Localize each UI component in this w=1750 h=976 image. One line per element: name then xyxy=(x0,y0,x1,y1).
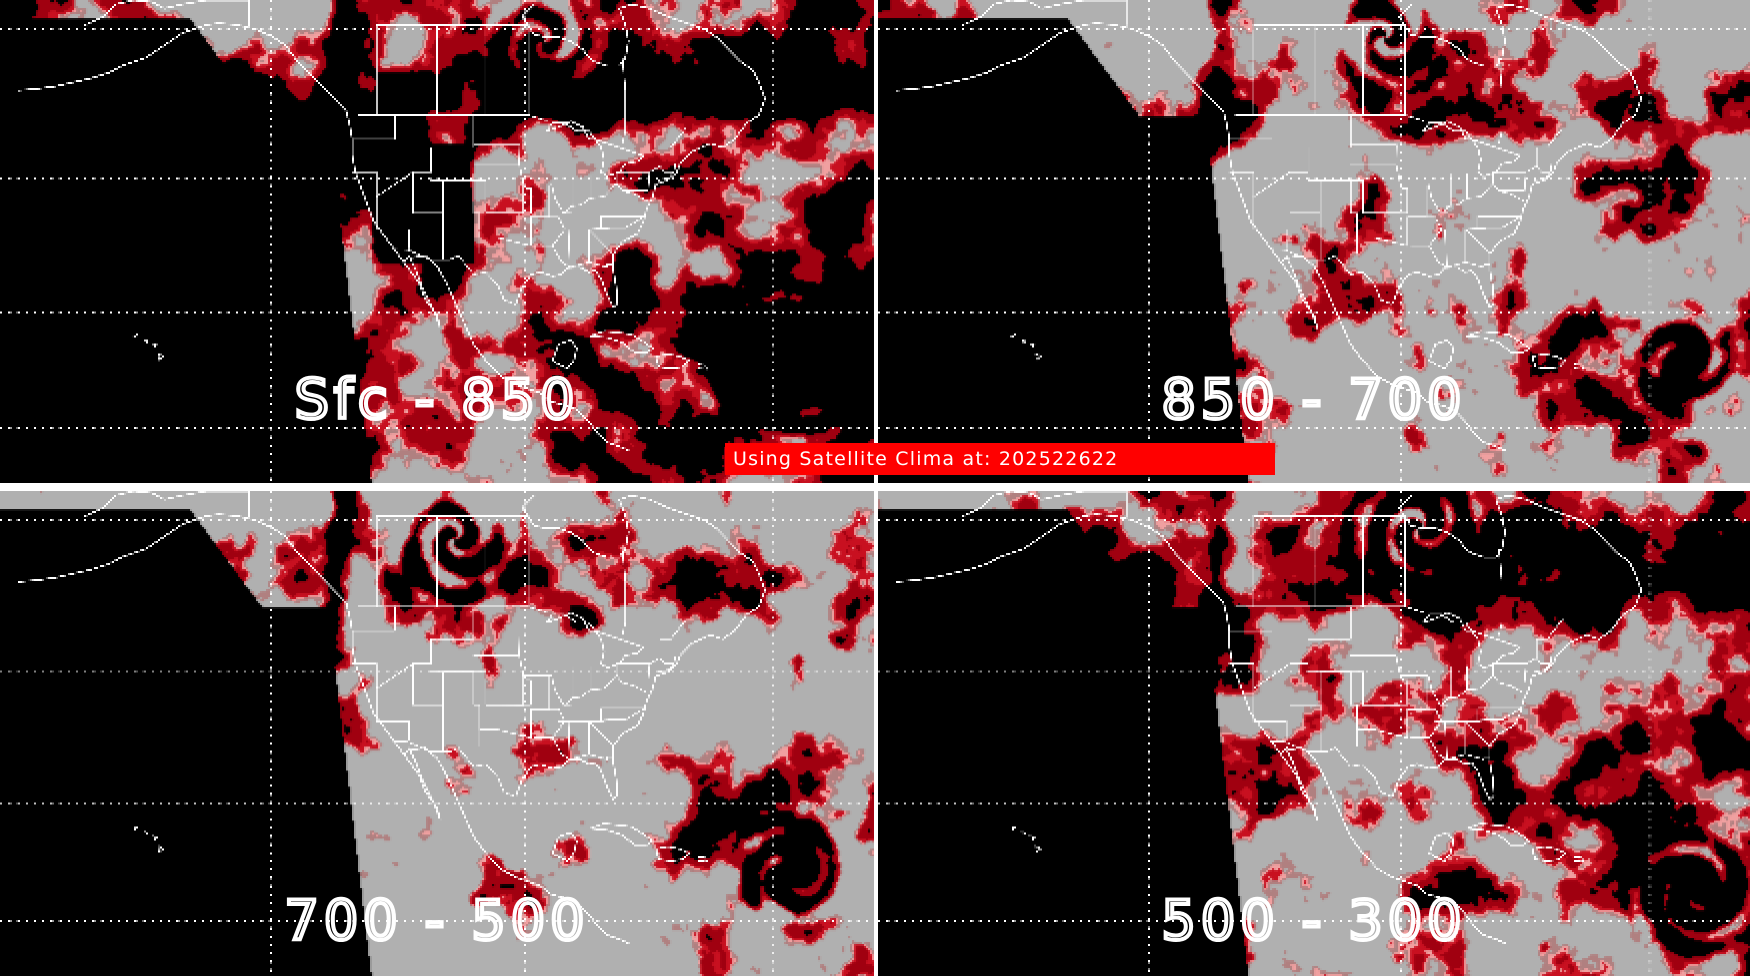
panel-850-700[interactable]: 850 - 700 xyxy=(878,0,1750,483)
status-banner-text: Using Satellite Clima at: 202522622 xyxy=(733,448,1119,470)
panel-sfc-850[interactable]: Sfc - 850 xyxy=(0,0,874,483)
panel-500-300[interactable]: 500 - 300 xyxy=(878,491,1750,976)
panel-700-500[interactable]: 700 - 500 xyxy=(0,491,874,976)
panel-map-canvas-700-500 xyxy=(0,491,874,976)
panel-map-canvas-sfc-850 xyxy=(0,0,874,483)
status-banner: Using Satellite Clima at: 202522622 xyxy=(725,443,1275,475)
panel-divider-horizontal xyxy=(0,483,1750,491)
panel-map-canvas-850-700 xyxy=(878,0,1750,483)
panel-map-canvas-500-300 xyxy=(878,491,1750,976)
